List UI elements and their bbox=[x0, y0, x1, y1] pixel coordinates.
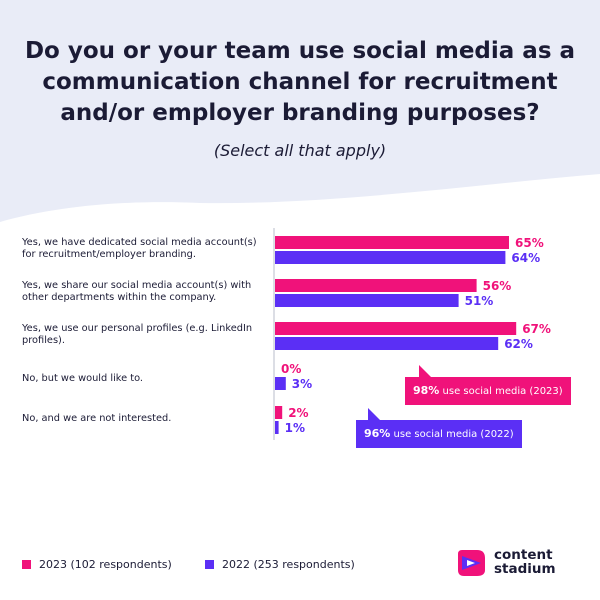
category-label-not-interested: No, and we are not interested. bbox=[22, 413, 172, 424]
bar-2022-would-like-to bbox=[275, 377, 286, 390]
bar-2023-dedicated-accounts bbox=[275, 236, 509, 249]
legend-label-2023: 2023 (102 respondents) bbox=[39, 558, 172, 571]
bar-2022-not-interested bbox=[275, 421, 279, 434]
category-label-personal-profiles: Yes, we use our personal profiles (e.g. … bbox=[22, 323, 253, 346]
legend-item-2023: 2023 (102 respondents) bbox=[22, 558, 172, 571]
value-label-2023-dedicated-accounts: 65% bbox=[515, 236, 544, 250]
callout-2023-tail bbox=[419, 365, 431, 377]
callout-2022-value: 96% bbox=[364, 427, 391, 440]
callout-2022-tail bbox=[368, 408, 380, 420]
chart-title: Do you or your team use social media as … bbox=[24, 38, 576, 126]
content-stadium-logo-icon bbox=[458, 550, 485, 576]
content-stadium-logo[interactable]: content stadium bbox=[455, 546, 585, 580]
bar-2022-personal-profiles bbox=[275, 337, 499, 350]
callout-2022: 96% use social media (2022) bbox=[356, 408, 522, 448]
legend-swatch-2022 bbox=[205, 560, 214, 569]
value-label-2023-shared-accounts: 56% bbox=[483, 279, 512, 293]
legend-label-2022: 2022 (253 respondents) bbox=[222, 558, 355, 571]
value-label-2022-personal-profiles: 62% bbox=[504, 337, 533, 351]
bar-2023-shared-accounts bbox=[275, 279, 477, 292]
logo-line-2: stadium bbox=[494, 561, 556, 577]
category-label-would-like-to: No, but we would like to. bbox=[22, 373, 144, 384]
bar-2023-not-interested bbox=[275, 406, 283, 419]
legend-swatch-2023 bbox=[22, 560, 31, 569]
category-label-shared-accounts: Yes, we share our social media account(s… bbox=[22, 280, 252, 303]
value-label-2022-dedicated-accounts: 64% bbox=[511, 251, 540, 265]
value-label-2023-would-like-to: 0% bbox=[281, 362, 301, 376]
chart-subtitle: (Select all that apply) bbox=[213, 141, 387, 160]
legend-item-2022: 2022 (253 respondents) bbox=[205, 558, 355, 571]
callout-2022-text: use social media (2022) bbox=[393, 429, 514, 440]
value-label-2022-shared-accounts: 51% bbox=[465, 294, 494, 308]
logo-wordmark: content stadium bbox=[494, 548, 556, 576]
callout-2023-text: use social media (2023) bbox=[442, 386, 563, 397]
callout-2023-value: 98% bbox=[413, 384, 440, 397]
bar-2023-personal-profiles bbox=[275, 322, 517, 335]
bar-2022-shared-accounts bbox=[275, 294, 459, 307]
callout-2023: 98% use social media (2023) bbox=[405, 365, 571, 405]
category-label-dedicated-accounts: Yes, we have dedicated social media acco… bbox=[22, 237, 257, 260]
bar-2022-dedicated-accounts bbox=[275, 251, 506, 264]
value-label-2023-personal-profiles: 67% bbox=[522, 322, 551, 336]
logo-line-1: content bbox=[494, 547, 553, 563]
value-label-2022-would-like-to: 3% bbox=[292, 377, 312, 391]
value-label-2023-not-interested: 2% bbox=[288, 406, 308, 420]
value-label-2022-not-interested: 1% bbox=[285, 421, 305, 435]
